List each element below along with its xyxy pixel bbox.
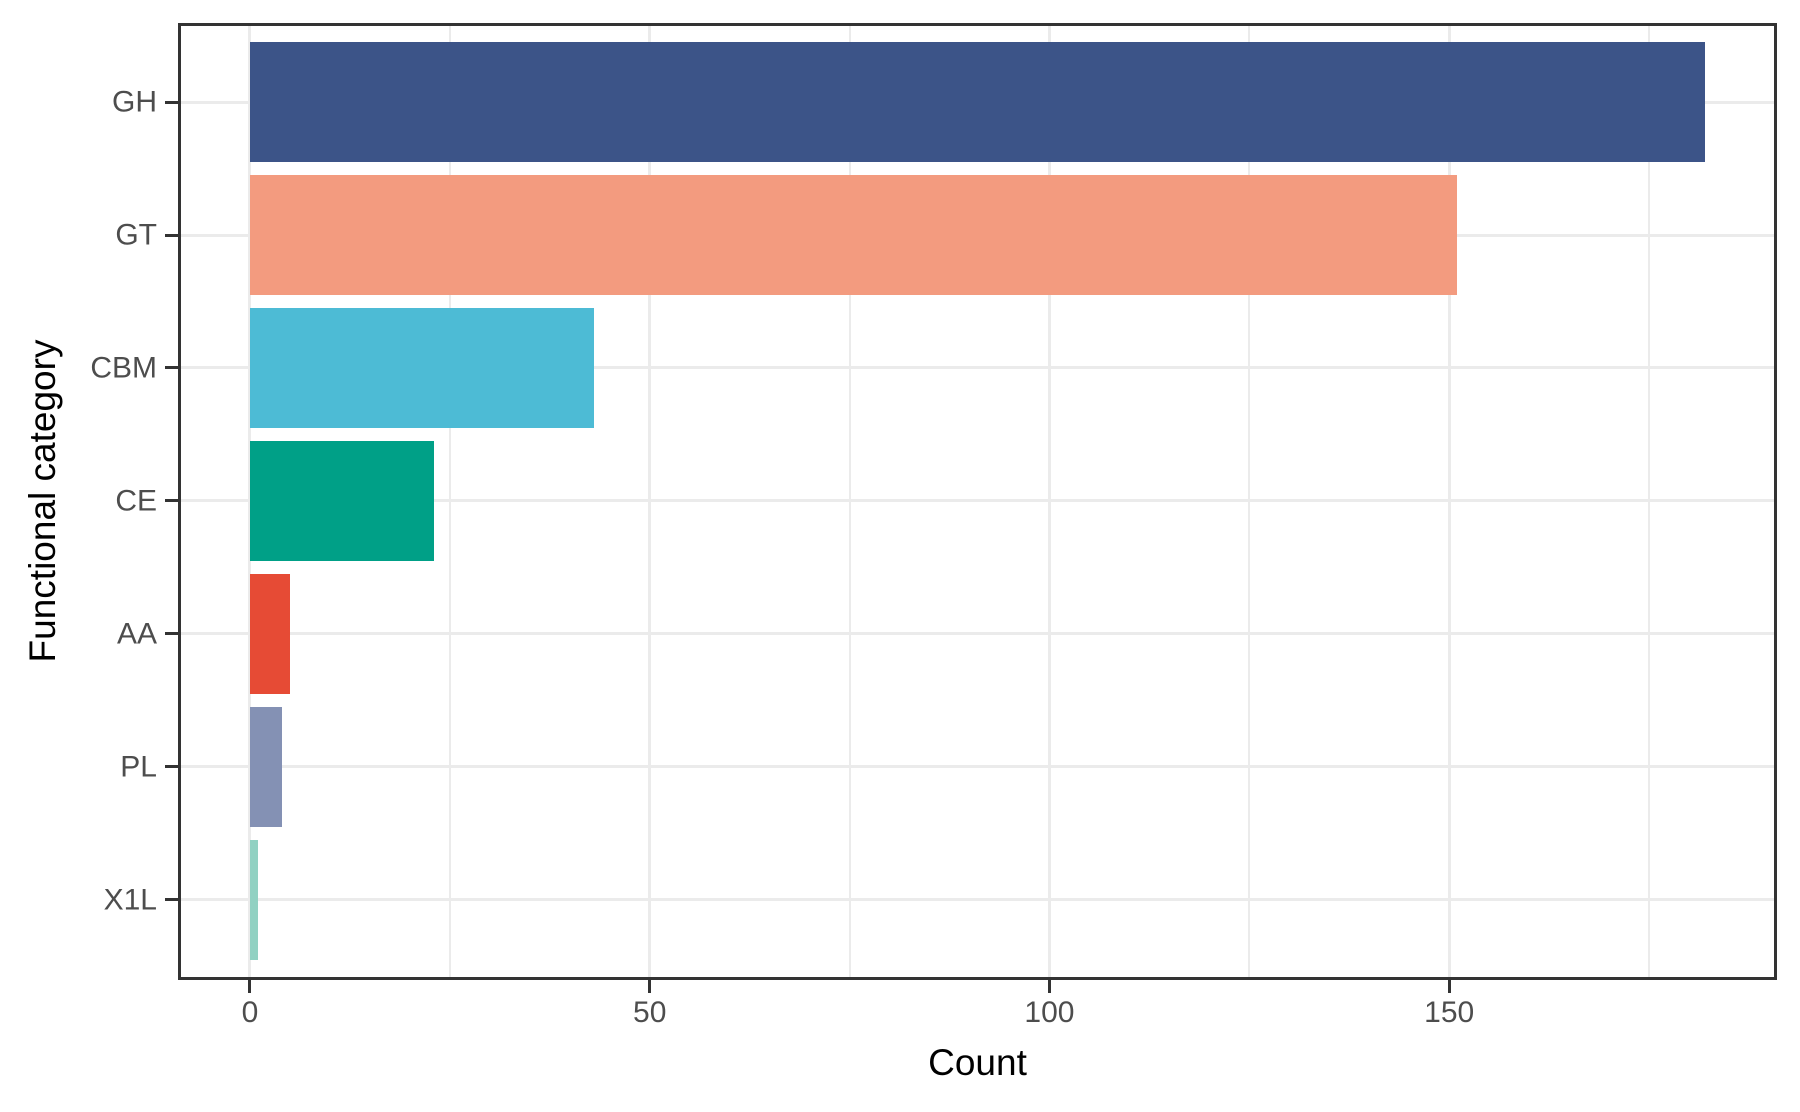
- plot-panel: [178, 23, 1777, 980]
- gridline-vertical-minor-75: [848, 23, 851, 980]
- y-tick-GH: [165, 100, 178, 104]
- y-tick-X1L: [165, 898, 178, 902]
- y-tick-CE: [165, 499, 178, 503]
- y-tick-GT: [165, 233, 178, 237]
- gridline-horizontal-CBM: [178, 366, 1777, 370]
- y-tick-AA: [165, 632, 178, 636]
- y-tick-label-AA: AA: [116, 617, 157, 651]
- gridline-vertical-major-100: [1047, 23, 1051, 980]
- x-axis-title: Count: [928, 1042, 1027, 1083]
- y-tick-label-X1L: X1L: [103, 883, 157, 917]
- bar-X1L: [249, 839, 258, 960]
- gridline-horizontal-PL: [178, 765, 1777, 769]
- x-tick-label-150: 150: [1424, 996, 1475, 1029]
- y-tick-label-GT: GT: [115, 218, 157, 252]
- x-tick-100: [1047, 980, 1051, 993]
- gridline-horizontal-CE: [178, 499, 1777, 503]
- gridline-vertical-minor-25: [448, 23, 451, 980]
- bar-GT: [249, 175, 1458, 295]
- x-tick-0: [248, 980, 252, 993]
- y-tick-PL: [165, 765, 178, 769]
- bar-CBM: [249, 307, 594, 428]
- y-tick-label-CE: CE: [115, 484, 157, 518]
- gridline-vertical-major-50: [648, 23, 652, 980]
- gridline-horizontal-X1L: [178, 898, 1777, 902]
- gridline-vertical-minor-125: [1248, 23, 1251, 980]
- y-tick-label-CBM: CBM: [90, 351, 157, 385]
- y-tick-label-GH: GH: [112, 85, 157, 119]
- x-tick-50: [648, 980, 652, 993]
- y-axis-title: Functional category: [22, 339, 63, 663]
- gridline-vertical-minor-175: [1648, 23, 1651, 980]
- x-tick-label-50: 50: [633, 996, 667, 1029]
- bar-GH: [249, 42, 1706, 163]
- bar-AA: [249, 573, 290, 694]
- x-tick-150: [1447, 980, 1451, 993]
- y-tick-label-PL: PL: [120, 750, 157, 784]
- bar-PL: [249, 706, 282, 827]
- bar-CE: [249, 440, 434, 561]
- x-tick-label-100: 100: [1024, 996, 1075, 1029]
- x-tick-label-0: 0: [241, 996, 259, 1029]
- y-tick-CBM: [165, 366, 178, 370]
- gridline-vertical-major-150: [1447, 23, 1451, 980]
- gridline-horizontal-AA: [178, 632, 1777, 636]
